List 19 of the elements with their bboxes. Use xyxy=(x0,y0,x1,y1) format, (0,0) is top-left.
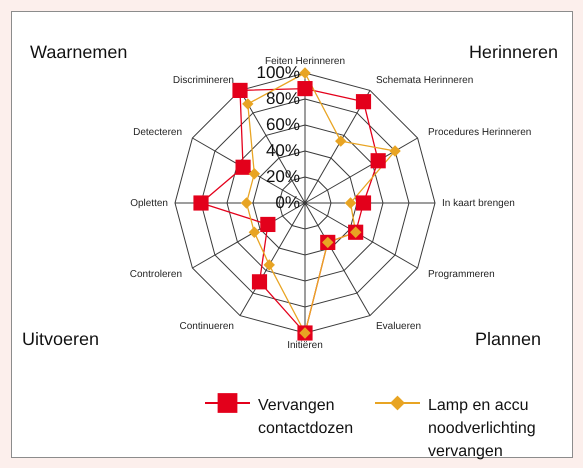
spoke-label: Controleren xyxy=(130,269,182,280)
spoke-label: Schemata Herinneren xyxy=(376,75,474,86)
y-tick-label: 80% xyxy=(266,89,300,108)
spoke-label: Procedures Herinneren xyxy=(428,127,532,138)
spoke-label: Discrimineren xyxy=(172,75,234,86)
spoke-label: Initiëren xyxy=(287,340,323,351)
text: Plannen xyxy=(474,329,541,349)
text: Herinneren xyxy=(468,42,558,62)
spoke-label: In kaart brengen xyxy=(442,198,515,209)
legend-label: Lamp en accu noodverlichting vervangen xyxy=(428,397,536,460)
legend-label: Vervangen contactdozen xyxy=(258,397,354,437)
spoke-label: Continueren xyxy=(180,320,234,332)
text: Waarnemen xyxy=(30,42,128,62)
spoke-label: Opletten xyxy=(130,198,168,209)
spoke-label: Detecteren xyxy=(133,127,182,138)
text: Uitvoeren xyxy=(22,329,100,349)
spoke-label: Evalueren xyxy=(376,320,422,332)
spoke-label: Programmeren xyxy=(428,269,495,280)
y-tick-label: 60% xyxy=(266,115,300,134)
